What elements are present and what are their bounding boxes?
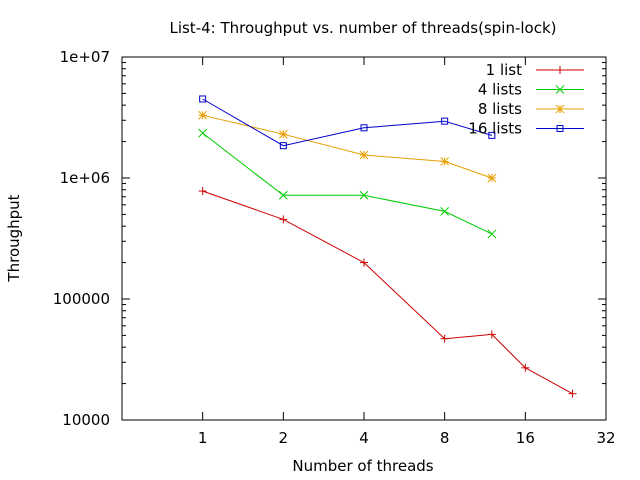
- data-point-4-lists-stroke: [278, 190, 288, 200]
- series-1-list: [198, 187, 577, 398]
- plot-border: [121, 56, 607, 421]
- data-point-4-lists: [359, 190, 369, 200]
- legend-marker-1-list: [556, 66, 564, 74]
- data-point-16-lists: [488, 131, 496, 139]
- data-point-4-lists: [198, 128, 208, 138]
- y-tick-label: 100000: [53, 290, 110, 308]
- data-point-8-lists-stroke: [487, 173, 497, 183]
- x-tick-label: 8: [440, 429, 450, 447]
- data-point-8-lists-stroke: [198, 110, 208, 120]
- legend-marker-8-lists-stroke: [555, 104, 565, 114]
- legend-marker-8-lists: [555, 104, 565, 114]
- y-axis-label: Throughput: [5, 194, 23, 282]
- series-line-4-lists: [202, 132, 493, 235]
- data-point-1-list: [568, 389, 577, 398]
- series-16-lists: [199, 95, 496, 150]
- data-point-4-lists-stroke: [440, 207, 450, 216]
- legend-marker-4-lists: [555, 85, 565, 94]
- axes: 10000 100000 1e+06 1e+07 1 2 4 8 16 32: [53, 48, 616, 447]
- data-point-1-list: [360, 258, 368, 267]
- data-point-8-lists: [359, 150, 369, 160]
- data-point-8-lists-stroke: [440, 157, 450, 166]
- series-8-lists: [198, 110, 497, 183]
- y-tick-label: 1e+07: [60, 48, 110, 66]
- data-point-16-lists: [279, 142, 287, 150]
- x-tick-label: 16: [516, 429, 535, 447]
- data-point-8-lists: [487, 173, 497, 183]
- data-point-1-list: [487, 330, 496, 339]
- legend-label-4-lists: 4 lists: [478, 81, 522, 99]
- x-tick-label: 1: [198, 429, 208, 447]
- data-point-8-lists-stroke: [359, 150, 369, 160]
- y-tick-label: 10000: [62, 411, 110, 429]
- data-point-4-lists-stroke: [487, 229, 497, 239]
- y-tick-label: 1e+06: [60, 169, 110, 187]
- chart-title: List-4: Throughput vs. number of threads…: [169, 19, 556, 37]
- legend-label-8-lists: 8 lists: [478, 100, 522, 118]
- data-point-16-lists: [199, 95, 207, 103]
- legend-marker-16-lists: [556, 125, 564, 132]
- legend-marker-4-lists-stroke: [555, 85, 565, 94]
- data-point-1-list: [198, 187, 207, 196]
- x-axis-label: Number of threads: [292, 457, 433, 475]
- x-tick-label: 4: [359, 429, 369, 447]
- data-point-4-lists: [278, 190, 288, 200]
- data-point-8-lists: [278, 129, 288, 139]
- legend-label-16-lists: 16 lists: [468, 120, 522, 138]
- data-point-1-list: [279, 215, 288, 224]
- series-line-1-list: [202, 190, 573, 395]
- data-point-4-lists: [440, 207, 450, 216]
- data-point-1-list: [440, 334, 449, 343]
- x-tick-label: 2: [279, 429, 289, 447]
- legend-label-1-list: 1 list: [486, 61, 522, 79]
- data-point-8-lists-stroke: [278, 129, 288, 139]
- data-point-8-lists: [440, 157, 450, 166]
- data-point-16-lists: [441, 117, 449, 125]
- series-line-16-lists: [202, 98, 493, 147]
- data-point-8-lists: [198, 110, 208, 120]
- series-4-lists: [198, 128, 497, 239]
- data-point-4-lists: [487, 229, 497, 239]
- data-point-16-lists: [360, 124, 368, 132]
- data-point-4-lists-stroke: [359, 190, 369, 200]
- data-point-1-list: [521, 363, 530, 372]
- x-tick-label: 32: [596, 429, 615, 447]
- data-point-4-lists-stroke: [198, 128, 208, 138]
- series-layer: [198, 95, 577, 398]
